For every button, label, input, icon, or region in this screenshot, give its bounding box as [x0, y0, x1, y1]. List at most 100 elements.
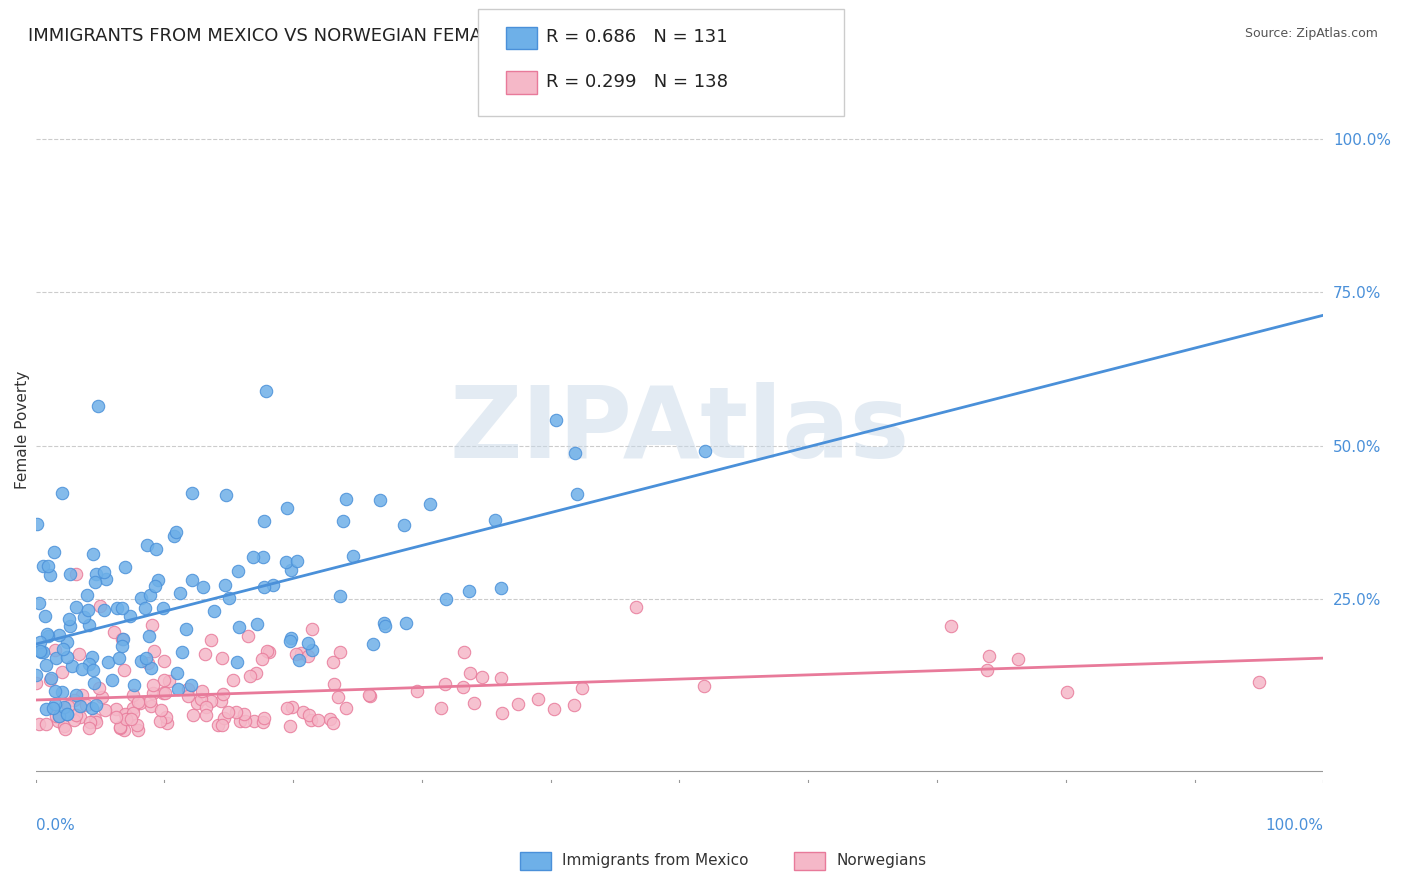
Point: [124, 678, 146, 692]
Text: R = 0.299   N = 138: R = 0.299 N = 138: [546, 73, 727, 91]
Point: [252, 549, 274, 564]
Point: [253, 711, 276, 725]
Point: [62, 693, 84, 707]
Point: [125, 717, 148, 731]
Point: [226, 655, 249, 669]
Point: [122, 706, 145, 720]
Point: [453, 645, 475, 659]
Point: [45, 708, 67, 723]
Point: [373, 616, 395, 631]
Point: [322, 656, 344, 670]
Point: [395, 616, 418, 631]
Point: [157, 673, 180, 688]
Point: [166, 665, 188, 680]
Point: [134, 601, 156, 615]
Point: [25, 667, 48, 681]
Point: [292, 705, 315, 719]
Point: [48, 708, 70, 723]
Point: [84, 714, 107, 729]
Point: [120, 712, 142, 726]
Point: [41, 671, 63, 685]
Point: [84, 712, 107, 726]
Point: [75, 698, 97, 713]
Point: [329, 645, 352, 659]
Point: [91, 690, 114, 705]
Point: [368, 492, 391, 507]
Point: [153, 686, 176, 700]
Point: [72, 688, 94, 702]
Point: [359, 690, 381, 704]
Point: [51, 685, 73, 699]
Point: [169, 586, 191, 600]
Point: [139, 661, 162, 675]
Point: [37, 559, 59, 574]
Point: [233, 706, 256, 721]
Point: [200, 632, 222, 647]
Point: [308, 714, 330, 728]
Point: [105, 600, 128, 615]
Point: [180, 486, 202, 500]
Point: [207, 717, 229, 731]
Point: [546, 413, 568, 427]
Point: [361, 637, 384, 651]
Point: [115, 707, 138, 722]
Point: [191, 684, 214, 698]
Point: [136, 537, 159, 551]
Point: [65, 567, 87, 582]
Point: [276, 701, 298, 715]
Point: [430, 700, 453, 714]
Point: [111, 640, 134, 654]
Point: [73, 610, 96, 624]
Point: [489, 582, 512, 596]
Point: [86, 399, 108, 413]
Point: [69, 709, 91, 723]
Point: [225, 705, 247, 719]
Point: [77, 657, 100, 671]
Point: [484, 513, 506, 527]
Point: [53, 719, 76, 733]
Point: [297, 707, 319, 722]
Point: [434, 677, 457, 691]
Point: [200, 694, 222, 708]
Point: [80, 701, 103, 715]
Point: [139, 698, 162, 713]
Point: [239, 669, 262, 683]
Point: [111, 632, 134, 647]
Point: [55, 635, 77, 649]
Point: [37, 629, 59, 643]
Point: [357, 688, 380, 702]
Point: [138, 694, 160, 708]
Point: [181, 573, 204, 587]
Point: [297, 648, 319, 663]
Text: Norwegians: Norwegians: [837, 854, 927, 868]
Point: [149, 714, 172, 728]
Point: [177, 690, 200, 704]
Point: [491, 706, 513, 720]
Point: [56, 649, 79, 664]
Point: [35, 657, 58, 672]
Point: [121, 688, 143, 702]
Point: [30, 645, 52, 659]
Point: [111, 632, 134, 646]
Point: [262, 577, 284, 591]
Point: [83, 574, 105, 589]
Point: [48, 628, 70, 642]
Point: [105, 702, 128, 716]
Point: [93, 703, 115, 717]
Point: [489, 671, 512, 685]
Point: [38, 673, 60, 687]
Point: [44, 643, 66, 657]
Point: [108, 650, 131, 665]
Point: [215, 488, 238, 502]
Point: [284, 647, 307, 661]
Point: [693, 679, 716, 693]
Point: [194, 707, 217, 722]
Point: [257, 645, 280, 659]
Point: [51, 485, 73, 500]
Point: [59, 567, 82, 582]
Point: [122, 700, 145, 714]
Point: [112, 664, 135, 678]
Point: [100, 673, 122, 687]
Point: [30, 644, 52, 658]
Point: [77, 618, 100, 632]
